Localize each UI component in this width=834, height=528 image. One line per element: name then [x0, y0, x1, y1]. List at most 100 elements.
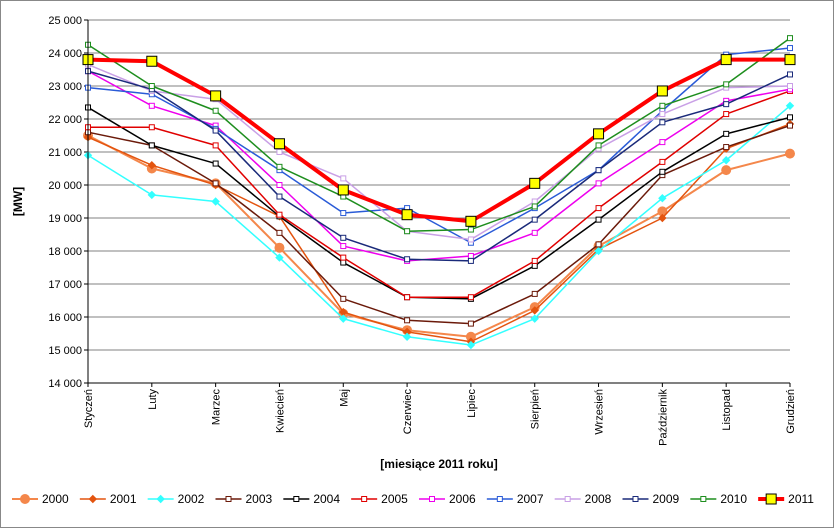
point	[721, 156, 731, 165]
point	[340, 295, 347, 302]
legend-label: 2007	[517, 492, 544, 506]
point	[531, 257, 538, 264]
point	[148, 124, 155, 131]
point	[530, 314, 539, 323]
point	[765, 493, 777, 505]
series-line	[87, 105, 791, 346]
point	[276, 163, 283, 170]
point	[402, 332, 412, 342]
y-axis-ticks: 14 000 15 000 16 000 17 000 18 000 19 000 20 0…	[48, 15, 88, 390]
point	[465, 215, 477, 227]
point	[595, 180, 602, 187]
y-axis-title: [MW]	[11, 187, 25, 216]
series-2011	[82, 54, 796, 227]
legend-label: 2010	[720, 492, 747, 506]
point	[404, 256, 411, 263]
point	[467, 294, 474, 301]
legend-item-2003: 2003	[215, 492, 273, 506]
point	[595, 241, 602, 248]
x-tick-label: Luty	[147, 389, 159, 410]
legend-label: 2006	[449, 492, 476, 506]
legend-label: 2005	[381, 492, 408, 506]
point	[723, 101, 730, 108]
x-tick-label: Kwiecień	[274, 389, 286, 433]
point	[212, 180, 219, 187]
legend-item-2001: 2001	[79, 492, 137, 506]
y-tick-label: 16 000	[48, 312, 82, 324]
x-tick-label: Październik	[657, 389, 669, 446]
point	[467, 236, 474, 243]
point	[401, 209, 413, 221]
point	[595, 167, 602, 174]
legend-item-2000: 2000	[12, 492, 69, 506]
series-line	[87, 106, 791, 300]
series-line	[87, 57, 790, 224]
series-2009	[85, 68, 793, 264]
point	[467, 257, 474, 264]
point	[723, 144, 730, 151]
point	[787, 114, 793, 121]
point	[785, 148, 795, 159]
point	[531, 203, 538, 210]
point	[700, 496, 707, 502]
point	[496, 496, 503, 502]
point	[212, 127, 219, 134]
legend-item-2004: 2004	[283, 492, 340, 506]
point	[467, 252, 474, 259]
x-axis-title: [miesiące 2011 roku]	[380, 457, 497, 471]
point	[593, 128, 605, 140]
point	[146, 55, 158, 67]
point	[88, 494, 98, 504]
y-tick-label: 22 000	[48, 114, 82, 126]
series-line	[87, 124, 791, 325]
point	[531, 216, 538, 223]
x-tick-label: Sierpień	[530, 389, 542, 429]
point	[659, 158, 666, 165]
point	[293, 496, 300, 502]
point	[466, 340, 476, 350]
point	[723, 111, 730, 118]
point	[594, 246, 603, 256]
series-line	[87, 134, 791, 338]
series-line	[87, 37, 791, 232]
point	[723, 130, 730, 137]
point	[404, 294, 411, 301]
y-tick-label: 14 000	[48, 378, 82, 390]
legend-item-2009: 2009	[622, 492, 680, 506]
point	[340, 243, 347, 250]
legend-label: 2000	[42, 492, 69, 506]
point	[787, 45, 793, 52]
point	[274, 242, 285, 253]
point	[340, 254, 347, 261]
x-tick-label: Czerwiec	[402, 389, 414, 435]
point	[467, 226, 474, 233]
legend-item-2011: 2011	[758, 492, 814, 506]
point	[361, 496, 368, 502]
x-tick-label: Grudzień	[785, 389, 797, 434]
point	[720, 54, 732, 66]
point	[531, 290, 538, 297]
point	[273, 138, 285, 150]
point	[530, 306, 539, 315]
y-tick-label: 25 000	[48, 15, 82, 27]
legend-label: 2001	[110, 492, 137, 506]
point	[212, 107, 219, 114]
x-tick-label: Styczeń	[83, 389, 95, 428]
point	[211, 197, 220, 206]
point	[340, 234, 347, 241]
legend-label: 2004	[313, 492, 340, 506]
point	[659, 168, 666, 175]
point	[404, 228, 411, 235]
y-tick-label: 24 000	[48, 48, 82, 60]
legend-item-2010: 2010	[690, 492, 747, 506]
point	[787, 83, 793, 89]
y-tick-label: 18 000	[48, 246, 82, 258]
point	[784, 54, 796, 66]
point	[210, 90, 222, 102]
y-tick-label: 17 000	[48, 279, 82, 291]
point	[276, 182, 283, 188]
point	[658, 193, 667, 203]
point	[785, 101, 795, 111]
y-tick-label: 19 000	[48, 213, 82, 225]
